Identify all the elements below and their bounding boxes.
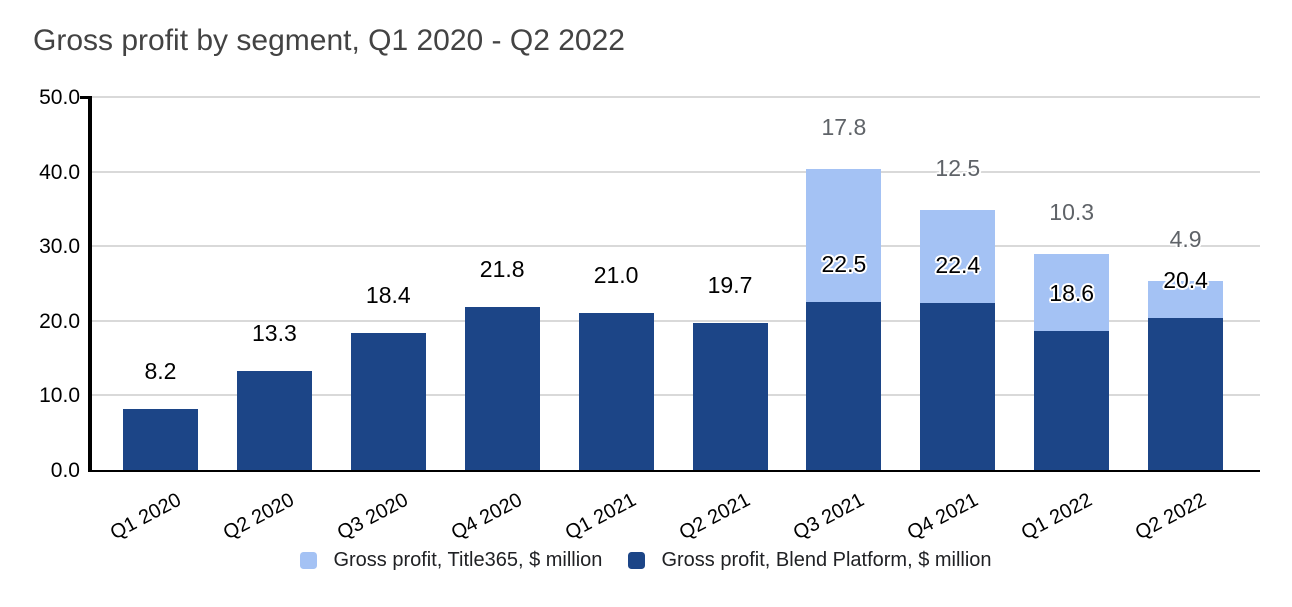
y-axis-tick-label: 10.0 xyxy=(39,384,80,408)
bar-segment-blend-platform xyxy=(1034,331,1110,470)
data-label-blend-platform: 19.7 xyxy=(707,272,753,299)
y-axis-tick-label: 40.0 xyxy=(39,160,80,184)
data-label-blend-platform: 22.4 xyxy=(935,251,981,278)
bar-segment-blend-platform xyxy=(692,323,768,470)
gridline xyxy=(92,394,1260,397)
data-label-blend-platform: 13.3 xyxy=(252,319,297,346)
data-label-blend-platform: 18.4 xyxy=(365,281,411,308)
gridline xyxy=(92,245,1260,248)
gridline xyxy=(92,319,1260,322)
bar-segment-title365 xyxy=(1148,281,1224,318)
legend-label-title365: Gross profit, Title365, $ million xyxy=(333,549,603,571)
data-label-title365: 4.9 xyxy=(1169,226,1202,253)
legend-item-title365: Gross profit, Title365, $ million xyxy=(300,549,602,572)
data-label-blend-platform: 18.6 xyxy=(1049,280,1095,307)
bar-segment-blend-platform xyxy=(464,307,540,470)
bar-segment-blend-platform xyxy=(350,332,426,470)
data-label-blend-platform: 20.4 xyxy=(1163,266,1208,293)
data-label-title365: 12.5 xyxy=(935,154,981,181)
data-label-title365: 17.8 xyxy=(821,114,867,141)
y-axis-tick-label: 30.0 xyxy=(39,235,80,259)
data-label-blend-platform: 8.2 xyxy=(144,357,177,384)
legend-swatch-blend-platform-icon xyxy=(628,552,646,569)
data-label-title365: 10.3 xyxy=(1049,199,1095,226)
data-label-blend-platform: 21.8 xyxy=(479,256,525,283)
y-axis-tick-label: 20.0 xyxy=(39,309,80,333)
y-axis-tick-label: 50.0 xyxy=(39,86,80,109)
data-label-blend-platform: 22.5 xyxy=(821,251,867,278)
legend: Gross profit, Title365, $ million Gross … xyxy=(0,549,1292,572)
bar-segment-blend-platform xyxy=(1148,317,1224,470)
legend-item-blend-platform: Gross profit, Blend Platform, $ million xyxy=(628,549,992,572)
legend-swatch-title365-icon xyxy=(300,552,318,569)
gridline xyxy=(92,170,1260,173)
data-label-blend-platform: 21.0 xyxy=(593,262,639,289)
bar-segment-title365 xyxy=(920,209,996,303)
y-axis-line xyxy=(88,97,92,470)
legend-label-blend-platform: Gross profit, Blend Platform, $ million xyxy=(661,549,992,571)
bar-segment-blend-platform xyxy=(920,302,996,470)
bar-segment-title365 xyxy=(806,169,882,303)
bar-segment-title365 xyxy=(1034,254,1110,332)
bar-segment-blend-platform xyxy=(806,302,882,470)
x-axis-line xyxy=(88,470,1260,472)
y-axis-top-tick xyxy=(80,96,92,99)
gridline xyxy=(92,96,1260,98)
y-axis-tick-label: 0.0 xyxy=(50,459,80,482)
bar-segment-blend-platform xyxy=(578,313,654,470)
bar-segment-blend-platform xyxy=(123,408,198,470)
chart-title: Gross profit by segment, Q1 2020 - Q2 20… xyxy=(33,24,625,57)
bar-segment-blend-platform xyxy=(236,370,312,470)
